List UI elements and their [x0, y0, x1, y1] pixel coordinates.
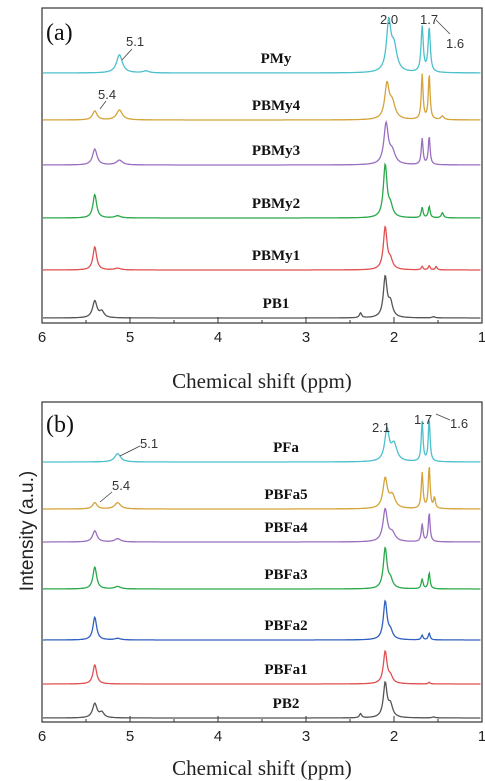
- panel-b-series-label-pbfa3: PBFa3: [264, 567, 307, 583]
- panel-b-spectrum-pfa: [43, 420, 481, 463]
- panel-a-series-labels: PMy PBMy4 PBMy3 PBMy2 PBMy1 PB1: [252, 51, 301, 312]
- panel-b-series-label-pfa: PFa: [273, 440, 299, 456]
- panel-b-x-tick-6: 6: [38, 728, 46, 745]
- panel-b-series-label-pbfa2: PBFa2: [264, 618, 307, 634]
- annotation-1-7-b: 1.7: [414, 412, 432, 427]
- annotation-leader-1-6-b: [435, 413, 451, 421]
- panel-b-frame: [41, 401, 483, 723]
- panel-b-series-labels: PFa PBFa5 PBFa4 PBFa3 PBFa2 PBFa1 PB2: [264, 440, 308, 712]
- panel-a-spectrum-pbmy2: [42, 162, 481, 219]
- annotation-1-6-a: 1.6: [446, 36, 464, 51]
- panel-a-x-tick-4: 4: [214, 329, 222, 346]
- panel-b-x-tick-5: 5: [126, 728, 134, 745]
- panel-a-series-label-pbmy2: PBMy2: [252, 196, 300, 212]
- annotation-leader-1-6-a: [435, 19, 451, 35]
- panel-a: (a) PMy PBMy4 PBMy3 PBMy2 PBMy1 PB1 6 5 4 3 2 1 Ch…: [38, 7, 485, 393]
- panel-b-x-tick-4: 4: [214, 728, 222, 745]
- annotation-leader-5-1-a: [121, 48, 133, 61]
- panel-a-x-tick-2: 2: [390, 329, 398, 346]
- panel-a-x-tick-6: 6: [38, 329, 46, 346]
- annotation-2-0-a: 2.0: [380, 12, 398, 27]
- annotation-5-1-a: 5.1: [126, 34, 144, 49]
- panel-b-annotations: 5.1 2.1 1.7 1.6 5.4: [99, 412, 468, 503]
- panel-b-series-label-pbfa5: PBFa5: [264, 487, 307, 503]
- panel-a-x-tick-3: 3: [302, 329, 310, 346]
- panel-a-spectrum-pmy: [43, 16, 481, 74]
- panel-a-spectrum-pbmy1: [43, 225, 481, 271]
- annotation-5-1-b: 5.1: [140, 436, 158, 451]
- panel-b-label: (b): [46, 412, 74, 438]
- panel-a-spectrum-pbmy4: [43, 73, 481, 121]
- panel-a-x-axis: 6 5 4 3 2 1: [38, 317, 485, 346]
- panel-a-x-tick-5: 5: [126, 329, 134, 346]
- annotation-1-6-b: 1.6: [450, 416, 468, 431]
- panel-b-spectra: [42, 420, 481, 719]
- annotation-leader-5-1-b: [119, 445, 141, 457]
- panel-a-series-label-pbmy1: PBMy1: [252, 248, 300, 264]
- y-axis-title: Intensity (a.u.): [17, 470, 38, 592]
- panel-b-spectrum-pbfa1: [43, 649, 481, 685]
- panel-a-spectra: [42, 16, 481, 319]
- panel-a-series-label-pmy: PMy: [261, 51, 292, 67]
- panel-b-spectrum-pbfa2: [43, 599, 481, 641]
- panel-b-series-label-pb2: PB2: [273, 696, 300, 712]
- panel-b-series-label-pbfa1: PBFa1: [264, 662, 307, 678]
- annotation-leader-5-4-b: [99, 491, 113, 503]
- panel-a-annotations: 5.1 2.0 1.7 1.6 5.4: [98, 12, 464, 110]
- panel-b: (b) PFa PBFa5 PBFa4 PBFa3 PBFa2 PBFa1 PB2 6 5 4 3…: [38, 401, 485, 780]
- annotation-5-4-a: 5.4: [98, 87, 116, 102]
- panel-a-spectrum-pbmy3: [43, 119, 481, 166]
- panel-a-x-axis-title: Chemical shift (ppm): [172, 369, 352, 393]
- panel-a-series-label-pbmy3: PBMy3: [252, 143, 300, 159]
- panel-a-x-tick-1: 1: [478, 329, 485, 346]
- annotation-2-1-b: 2.1: [372, 420, 390, 435]
- annotation-1-7-a: 1.7: [420, 12, 438, 27]
- panel-b-spectrum-pbfa3: [43, 546, 481, 590]
- annotation-leader-5-4-a: [99, 100, 107, 110]
- panel-b-x-tick-3: 3: [302, 728, 310, 745]
- panel-a-series-label-pb1: PB1: [263, 296, 290, 312]
- panel-a-spectrum-pb1: [43, 274, 481, 319]
- panel-b-x-tick-2: 2: [390, 728, 398, 745]
- panel-b-x-tick-1: 1: [478, 728, 485, 745]
- panel-b-x-axis-title: Chemical shift (ppm): [172, 756, 352, 780]
- panel-b-spectrum-pb2: [42, 680, 481, 719]
- panel-b-series-label-pbfa4: PBFa4: [264, 520, 308, 536]
- annotation-5-4-b: 5.4: [112, 478, 130, 493]
- panel-a-series-label-pbmy4: PBMy4: [252, 98, 301, 114]
- panel-b-x-axis: 6 5 4 3 2 1: [38, 716, 485, 745]
- panel-b-spectrum-pbfa5: [43, 466, 481, 510]
- panel-b-spectrum-pbfa4: [43, 507, 481, 543]
- panel-a-label: (a): [46, 20, 73, 46]
